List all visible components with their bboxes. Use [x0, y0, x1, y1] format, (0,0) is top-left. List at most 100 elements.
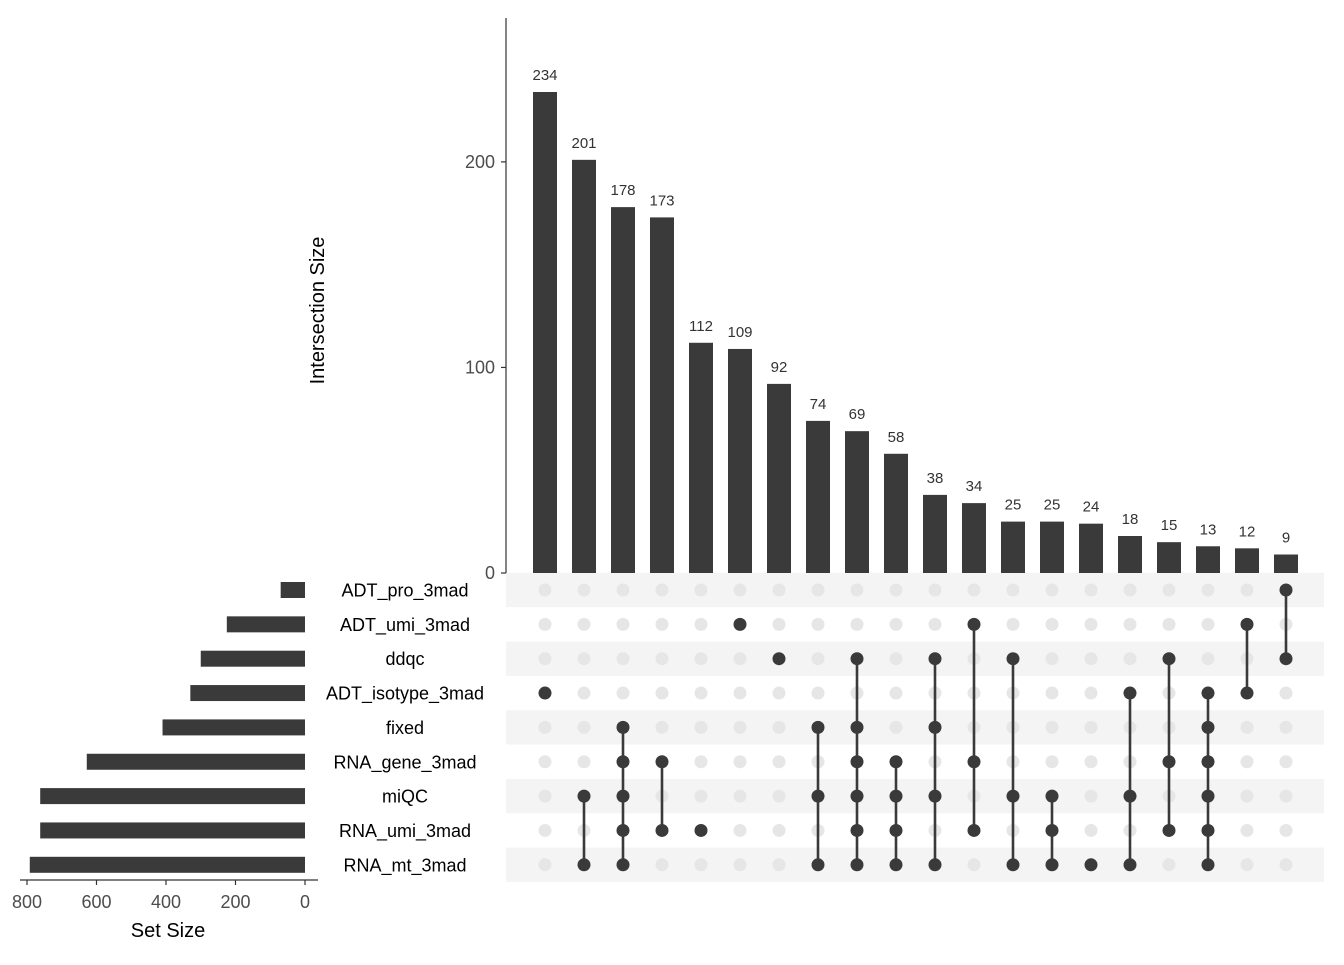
- intersection-bar-label: 12: [1239, 523, 1256, 540]
- matrix-dot-inactive: [850, 583, 864, 597]
- matrix-dot-active: [616, 755, 630, 769]
- y-tick-label: 0: [485, 563, 495, 583]
- matrix-dot-inactive: [772, 720, 786, 734]
- matrix-dot-inactive: [694, 583, 708, 597]
- matrix-dot-active: [928, 652, 942, 666]
- matrix-dot-active: [616, 720, 630, 734]
- matrix-dot-inactive: [811, 686, 825, 700]
- matrix-dot-active: [1162, 755, 1176, 769]
- matrix-dot-active: [1162, 652, 1176, 666]
- intersection-bar: [1001, 521, 1025, 573]
- matrix-dot-inactive: [655, 652, 669, 666]
- matrix-dot-active: [538, 686, 552, 700]
- intersection-bar: [689, 342, 713, 573]
- matrix-dot-active: [850, 755, 864, 769]
- matrix-dot-inactive: [694, 652, 708, 666]
- matrix-dot-active: [1006, 858, 1020, 872]
- matrix-dot-inactive: [1279, 755, 1293, 769]
- matrix-dot-inactive: [772, 823, 786, 837]
- matrix-dot-inactive: [1279, 858, 1293, 872]
- matrix-dot-active: [577, 858, 591, 872]
- matrix-dot-inactive: [694, 720, 708, 734]
- set-label: miQC: [382, 787, 428, 807]
- matrix-dot-active: [1084, 858, 1098, 872]
- matrix-dot-inactive: [538, 583, 552, 597]
- matrix-dot-inactive: [811, 652, 825, 666]
- matrix-dot-inactive: [1045, 686, 1059, 700]
- intersection-bar: [611, 207, 635, 573]
- matrix-dot-inactive: [538, 755, 552, 769]
- matrix-dot-inactive: [577, 686, 591, 700]
- intersection-bar-label: 18: [1122, 511, 1139, 528]
- matrix-dot-inactive: [967, 858, 981, 872]
- set-size-bar: [40, 788, 305, 805]
- matrix-dot-active: [967, 617, 981, 631]
- matrix-dot-inactive: [928, 583, 942, 597]
- intersection-bar-label: 69: [849, 406, 866, 423]
- matrix-dot-inactive: [1084, 789, 1098, 803]
- matrix-dot-active: [1201, 823, 1215, 837]
- matrix-dot-inactive: [1279, 686, 1293, 700]
- matrix-dot-inactive: [616, 686, 630, 700]
- matrix-dot-inactive: [889, 652, 903, 666]
- matrix-dot-inactive: [1240, 583, 1254, 597]
- matrix-dot-active: [889, 858, 903, 872]
- matrix-dot-inactive: [889, 686, 903, 700]
- intersection-bar: [962, 503, 986, 573]
- matrix-dot-inactive: [1240, 858, 1254, 872]
- matrix-dot-active: [1201, 720, 1215, 734]
- matrix-dot-active: [1123, 789, 1137, 803]
- matrix-dot-active: [694, 823, 708, 837]
- y-axis-title: Intersection Size: [307, 237, 329, 385]
- matrix-dot-inactive: [538, 720, 552, 734]
- matrix-dot-inactive: [1045, 720, 1059, 734]
- matrix-dot-inactive: [1084, 652, 1098, 666]
- matrix-dot-inactive: [1006, 583, 1020, 597]
- matrix-dot-inactive: [655, 617, 669, 631]
- intersection-bar-label: 112: [689, 318, 713, 335]
- set-size-bar: [280, 582, 305, 598]
- matrix-dot-inactive: [577, 755, 591, 769]
- matrix-dot-active: [1279, 583, 1293, 597]
- matrix-dot-inactive: [1045, 755, 1059, 769]
- matrix-dot-inactive: [733, 823, 747, 837]
- intersection-bar: [1118, 536, 1142, 573]
- set-label: fixed: [386, 718, 424, 738]
- matrix-dot-active: [1279, 652, 1293, 666]
- matrix-dot-active: [1201, 789, 1215, 803]
- matrix-dot-inactive: [967, 583, 981, 597]
- set-label: ADT_umi_3mad: [340, 615, 470, 636]
- matrix-dot-active: [889, 789, 903, 803]
- x-axis-title: Set Size: [131, 920, 205, 942]
- matrix-dot-inactive: [1084, 823, 1098, 837]
- matrix-dot-inactive: [1240, 720, 1254, 734]
- x-tick-label: 800: [12, 892, 42, 912]
- set-size-bar: [200, 650, 305, 667]
- matrix-dot-active: [967, 823, 981, 837]
- matrix-dot-inactive: [538, 858, 552, 872]
- matrix-dot-active: [655, 823, 669, 837]
- matrix-dot-inactive: [1084, 617, 1098, 631]
- matrix-row-stripe: [506, 710, 1324, 745]
- matrix-dot-inactive: [1045, 652, 1059, 666]
- matrix-dot-inactive: [772, 617, 786, 631]
- matrix-dot-inactive: [694, 789, 708, 803]
- intersection-bar-label: 25: [1044, 497, 1061, 514]
- matrix-dot-active: [850, 789, 864, 803]
- matrix-dot-inactive: [616, 617, 630, 631]
- intersection-bar-label: 9: [1282, 530, 1290, 547]
- matrix-dot-inactive: [616, 583, 630, 597]
- matrix-dot-active: [616, 789, 630, 803]
- matrix-dot-inactive: [1162, 583, 1176, 597]
- matrix-dot-inactive: [655, 720, 669, 734]
- matrix-dot-active: [889, 823, 903, 837]
- intersection-bar: [1274, 554, 1298, 573]
- matrix-dot-active: [850, 652, 864, 666]
- x-tick-label: 600: [81, 892, 111, 912]
- matrix-dot-active: [967, 755, 981, 769]
- intersection-bar-label: 178: [610, 182, 635, 199]
- matrix-dot-inactive: [694, 858, 708, 872]
- set-label: ddqc: [385, 649, 424, 669]
- matrix-dot-inactive: [1240, 755, 1254, 769]
- y-tick-label: 100: [465, 357, 495, 377]
